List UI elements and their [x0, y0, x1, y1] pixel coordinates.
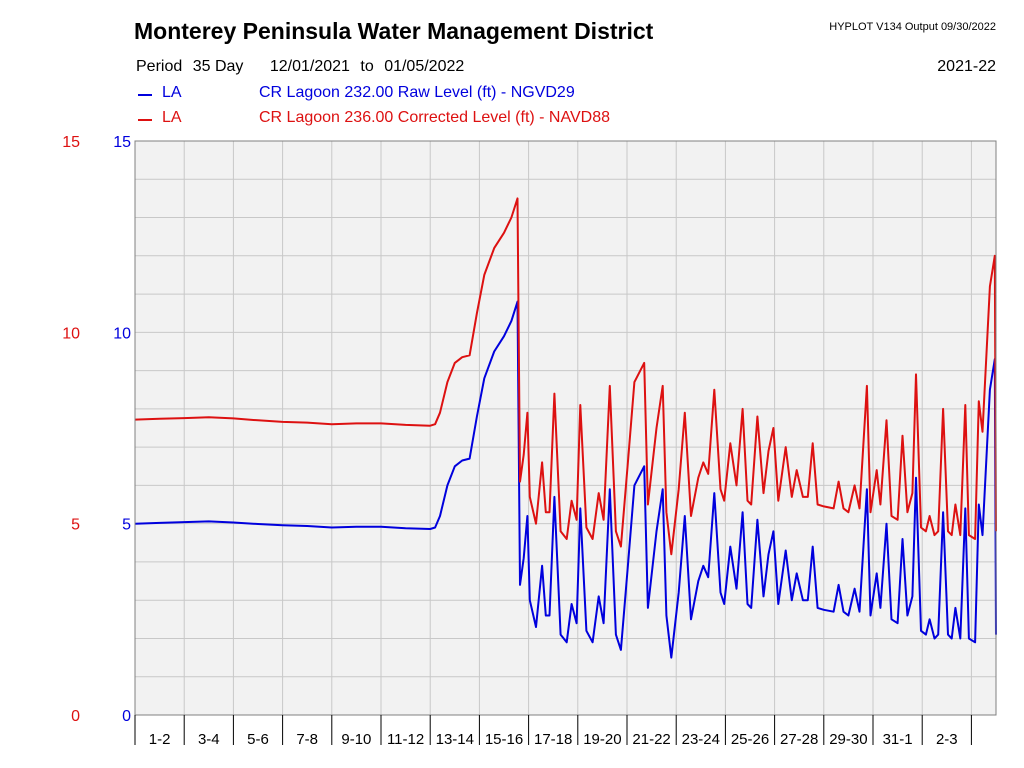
period-info: Period 35 Day 12/01/2021 to 01/05/2022	[136, 58, 470, 76]
season-label: 2021-22	[937, 58, 996, 75]
y-tick-label-right: 15	[113, 134, 131, 151]
legend-code: LA	[162, 109, 182, 126]
legend-code: LA	[162, 84, 182, 101]
y-tick-label-left: 15	[62, 134, 80, 151]
chart-title: Monterey Peninsula Water Management Dist…	[134, 18, 654, 44]
legend-description: CR Lagoon 232.00 Raw Level (ft) - NGVD29	[259, 84, 575, 101]
y-tick-label-left: 0	[71, 708, 80, 725]
x-tick-label: 29-30	[829, 731, 867, 748]
x-tick-label: 13-14	[436, 731, 474, 748]
x-tick-label: 5-6	[247, 731, 269, 748]
legend-description: CR Lagoon 236.00 Corrected Level (ft) - …	[259, 109, 610, 126]
series-line-corrected	[134, 197, 997, 556]
date-end: 01/05/2022	[384, 58, 465, 75]
y-tick-label-right: 5	[122, 517, 131, 534]
x-tick-label: 2-3	[936, 731, 958, 748]
date-start: 12/01/2021	[269, 58, 350, 75]
x-tick-label: 1-2	[149, 731, 171, 748]
x-tick-label: 19-20	[583, 731, 621, 748]
plot-border	[134, 140, 997, 716]
x-tick-label: 27-28	[780, 731, 818, 748]
x-tick-label: 17-18	[534, 731, 572, 748]
date-to: to	[360, 58, 374, 75]
period-length: 35 Day	[192, 58, 244, 75]
x-tick-label: 7-8	[296, 731, 318, 748]
x-tick-label: 21-22	[632, 731, 670, 748]
x-tick-label: 9-10	[341, 731, 371, 748]
y-tick-label-right: 0	[122, 708, 131, 725]
x-tick-label: 3-4	[198, 731, 220, 748]
x-tick-label: 31-1	[883, 731, 913, 748]
period-label: Period	[136, 58, 183, 75]
x-tick-label: 25-26	[731, 731, 769, 748]
x-tick-label: 11-12	[387, 731, 424, 748]
x-tick-label: 23-24	[682, 731, 720, 748]
y-tick-label-right: 10	[113, 325, 131, 342]
series-line-raw	[134, 300, 997, 659]
legend-swatch-corrected	[138, 119, 152, 121]
x-tick-label: 15-16	[485, 731, 523, 748]
legend-swatch-raw	[138, 94, 152, 96]
y-tick-label-left: 10	[62, 325, 80, 342]
program-version: HYPLOT V134 Output 09/30/2022	[829, 21, 996, 33]
y-tick-label-left: 5	[71, 517, 80, 534]
plot-area	[135, 141, 996, 715]
